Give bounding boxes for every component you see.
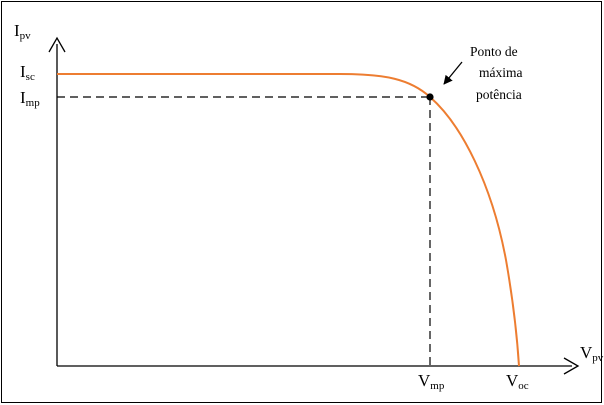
y-axis-arrow-icon xyxy=(48,36,66,53)
imp-label: Imp xyxy=(20,88,40,109)
vmp-label: Vmp xyxy=(418,371,445,392)
max-power-point xyxy=(426,93,434,101)
isc-label: Isc xyxy=(20,62,35,83)
iv-curve xyxy=(57,73,520,367)
x-axis-label: Vpv xyxy=(580,343,604,364)
annotation-arrow-icon xyxy=(443,61,463,85)
annotation-line-3: potência xyxy=(476,87,522,102)
voc-label: Voc xyxy=(506,371,529,392)
x-axis-arrow-icon xyxy=(563,357,580,375)
annotation-line-1: Ponto de xyxy=(470,44,518,59)
annotation-line-2: máxima xyxy=(479,65,523,80)
y-axis-label: Ipv xyxy=(14,21,31,42)
